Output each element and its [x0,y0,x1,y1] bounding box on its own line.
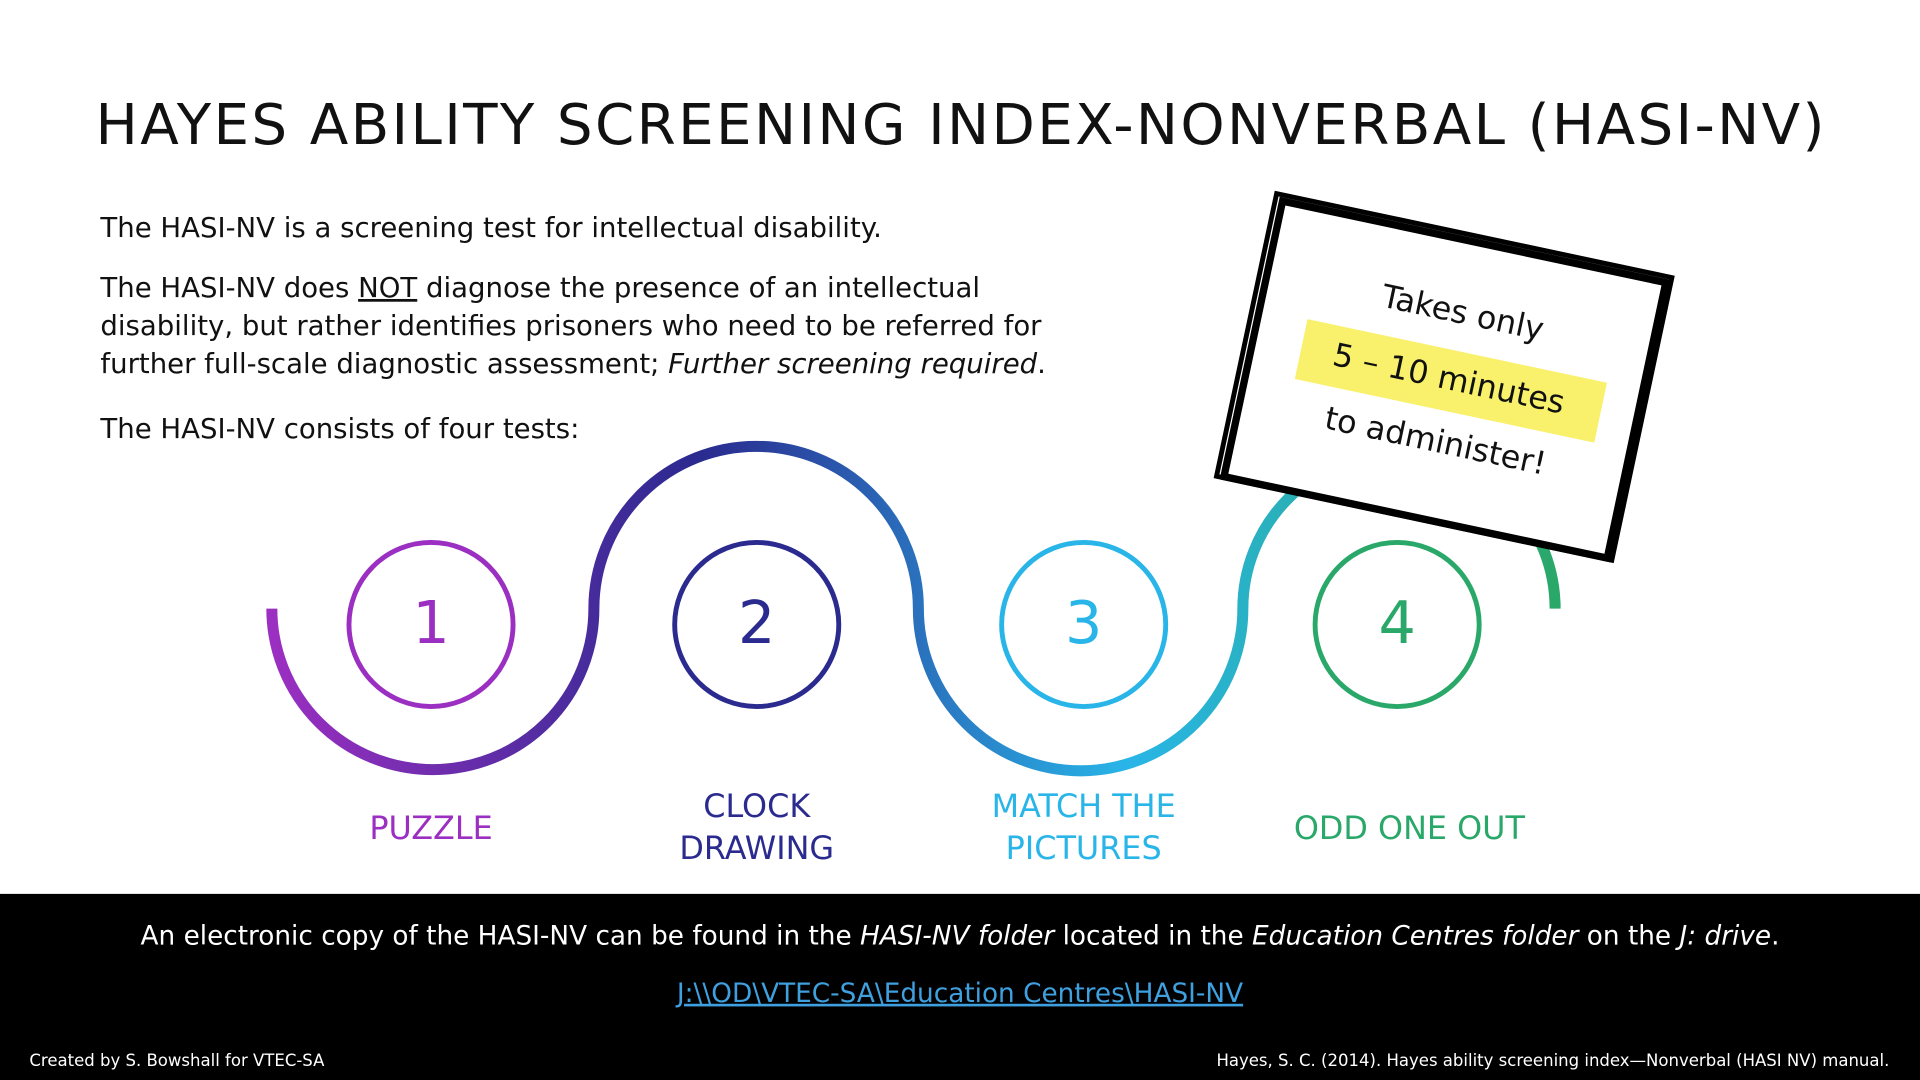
step-number: 4 [1378,588,1415,657]
text-run: The HASI-NV consists of four tests: [99,413,579,445]
highlight [1294,319,1607,443]
step-circle [346,540,516,709]
footer-note: An electronic copy of the HASI-NV can be… [141,921,1780,951]
credit: Created by S. Bowshall for VTEC-SA [29,1051,325,1070]
citation: Hayes, S. C. (2014). Hayes ability scree… [1216,1051,1889,1070]
text-run: NOT [358,272,417,304]
step-label: DRAWING [679,829,834,867]
text-run: further full-scale diagnostic assessment… [100,348,668,380]
step-circle [999,540,1169,709]
intro-line: The HASI-NV consists of four tests: [99,413,579,445]
step-number: 1 [412,588,449,657]
text-run: diagnose the presence of an intellectual [417,272,980,304]
text-run: . [1037,348,1046,380]
text-run: located in the [1054,921,1252,951]
step-label: PICTURES [1006,829,1162,867]
step-label: ODD ONE OUT [1294,809,1526,847]
text-run: Further screening required [668,348,1037,380]
text-run: Education Centres folder [1252,921,1581,951]
intro-line: The HASI-NV does NOT diagnose the presen… [99,272,980,304]
step-number: 2 [738,588,775,657]
intro-line: disability, but rather identifies prison… [100,310,1042,342]
step-number: 3 [1065,588,1102,657]
text-run: J: drive [1675,921,1772,951]
intro-line: further full-scale diagnostic assessment… [100,348,1046,380]
step-circle [1312,540,1482,709]
text-run: The HASI-NV does [99,272,358,304]
footer-band [0,893,1920,1080]
step-label: CLOCK [703,787,811,825]
text-run: disability, but rather identifies prison… [100,310,1042,342]
text-run: on the [1578,921,1679,951]
intro-line: The HASI-NV is a screening test for inte… [99,212,881,244]
step-label: PUZZLE [369,809,492,847]
footer-link[interactable]: J:\\OD\VTEC-SA\Education Centres\HASI-NV [675,979,1243,1009]
title: HAYES ABILITY SCREENING INDEX-NONVERBAL … [96,93,1825,158]
text-run: . [1771,921,1779,951]
text-run: The HASI-NV is a screening test for inte… [99,212,881,244]
step-circle [672,540,842,709]
step-label: MATCH THE [992,787,1176,825]
callout-box-sketch [1213,190,1675,564]
text-run: HASI-NV folder [860,921,1056,951]
text-run: An electronic copy of the HASI-NV can be… [141,921,861,951]
